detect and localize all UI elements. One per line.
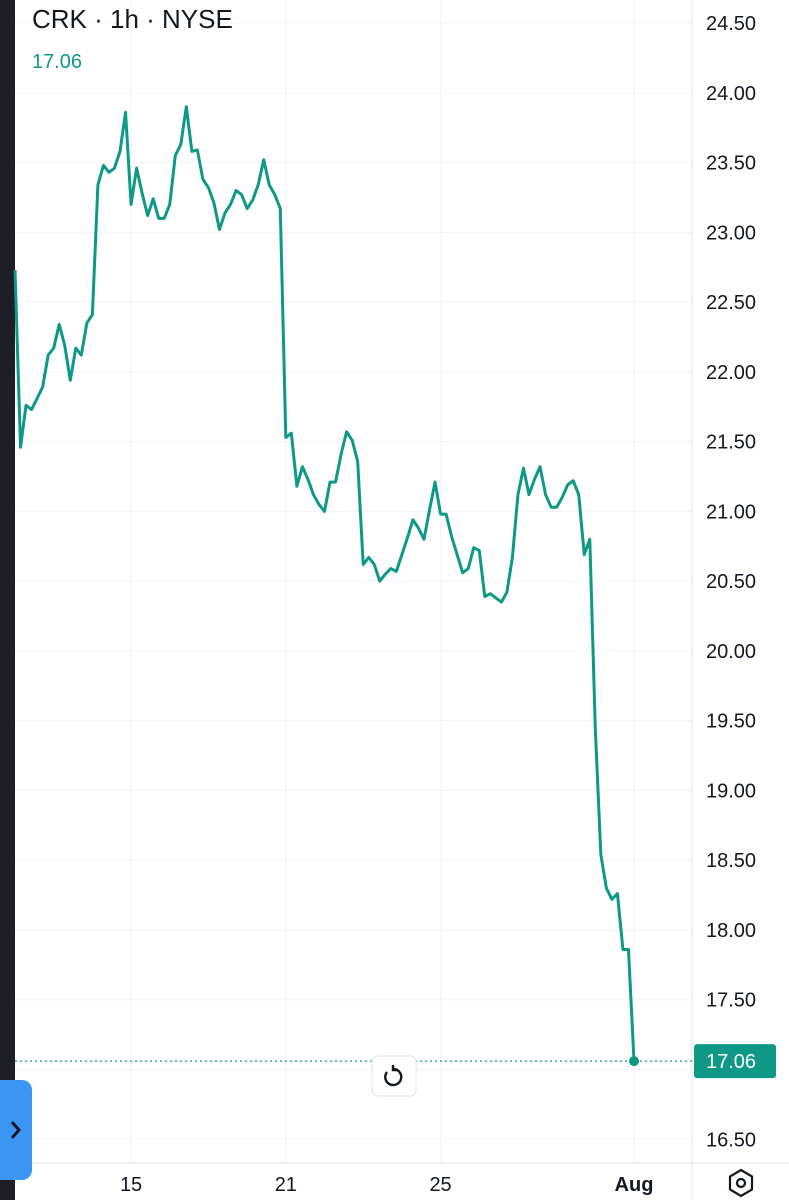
settings-icon-center — [735, 1177, 747, 1189]
y-tick-label: 18.50 — [706, 850, 756, 872]
last-price-box — [694, 1044, 776, 1079]
reset-icon — [384, 1065, 403, 1087]
y-tick-label: 23.00 — [706, 222, 756, 244]
y-tick-label: 24.00 — [706, 83, 756, 105]
plot — [13, 105, 692, 1067]
grid — [15, 0, 692, 1163]
y-tick-label: 20.50 — [706, 571, 756, 593]
x-tick-label: 15 — [120, 1174, 142, 1196]
y-tick-label: 22.50 — [706, 292, 756, 314]
y-tick-label: 23.50 — [706, 153, 756, 175]
header-price: 17.06 — [32, 51, 82, 73]
reset-button[interactable] — [371, 1055, 417, 1097]
x-tick-label: Aug — [615, 1174, 654, 1196]
y-tick-label: 16.50 — [706, 1129, 756, 1151]
y-tick-label: 19.50 — [706, 711, 756, 733]
x-tick-label: 21 — [275, 1174, 297, 1196]
y-tick-label: 21.00 — [706, 501, 756, 523]
y-tick-label: 22.00 — [706, 362, 756, 384]
y-tick-label: 20.00 — [706, 641, 756, 663]
settings-button[interactable] — [728, 1168, 754, 1198]
chevron-icon — [10, 1121, 21, 1139]
expand-button[interactable] — [0, 1080, 32, 1180]
last-price-label: 17.06 — [706, 1051, 756, 1073]
x-tick-label: 25 — [429, 1174, 451, 1196]
y-tick-label: 17.50 — [706, 990, 756, 1012]
y-tick-label: 21.50 — [706, 432, 756, 454]
side-strip — [0, 0, 15, 1200]
y-tick-label: 19.00 — [706, 780, 756, 802]
settings-icon[interactable] — [728, 1168, 754, 1198]
reset-button-bg[interactable] — [371, 1055, 417, 1097]
y-tick-label: 18.00 — [706, 920, 756, 942]
y-tick-label: 24.50 — [706, 13, 756, 35]
chart-title: CRK · 1h · NYSE — [32, 4, 233, 34]
price-line — [13, 105, 636, 1062]
expand-button-bg[interactable] — [0, 1080, 32, 1180]
last-point — [629, 1056, 639, 1067]
